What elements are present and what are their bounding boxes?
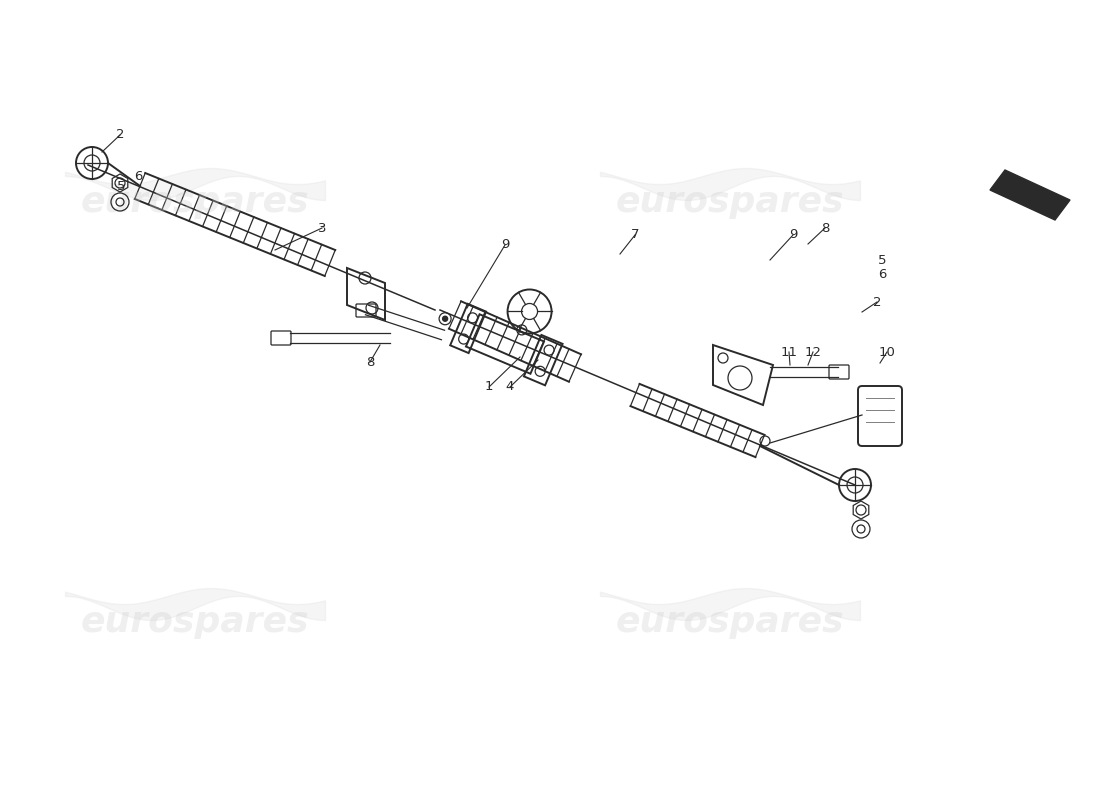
- Text: 4: 4: [506, 381, 514, 394]
- Text: 11: 11: [781, 346, 798, 358]
- Text: 9: 9: [500, 238, 509, 251]
- Text: 8: 8: [366, 355, 374, 369]
- Text: 6: 6: [134, 170, 142, 182]
- Text: 6: 6: [878, 269, 887, 282]
- Polygon shape: [990, 170, 1070, 220]
- Text: eurospares: eurospares: [80, 185, 309, 219]
- Text: 3: 3: [318, 222, 327, 234]
- Text: 10: 10: [879, 346, 895, 358]
- Text: 1: 1: [485, 381, 493, 394]
- Text: 8: 8: [821, 222, 829, 234]
- Text: 7: 7: [630, 229, 639, 242]
- Text: 9: 9: [789, 229, 797, 242]
- Text: 2: 2: [872, 295, 881, 309]
- Text: 5: 5: [117, 181, 125, 194]
- Text: 5: 5: [878, 254, 887, 267]
- Text: 2: 2: [116, 129, 124, 142]
- Text: eurospares: eurospares: [616, 605, 845, 639]
- Text: 12: 12: [804, 346, 822, 358]
- Circle shape: [442, 316, 448, 322]
- Text: eurospares: eurospares: [80, 605, 309, 639]
- Text: eurospares: eurospares: [616, 185, 845, 219]
